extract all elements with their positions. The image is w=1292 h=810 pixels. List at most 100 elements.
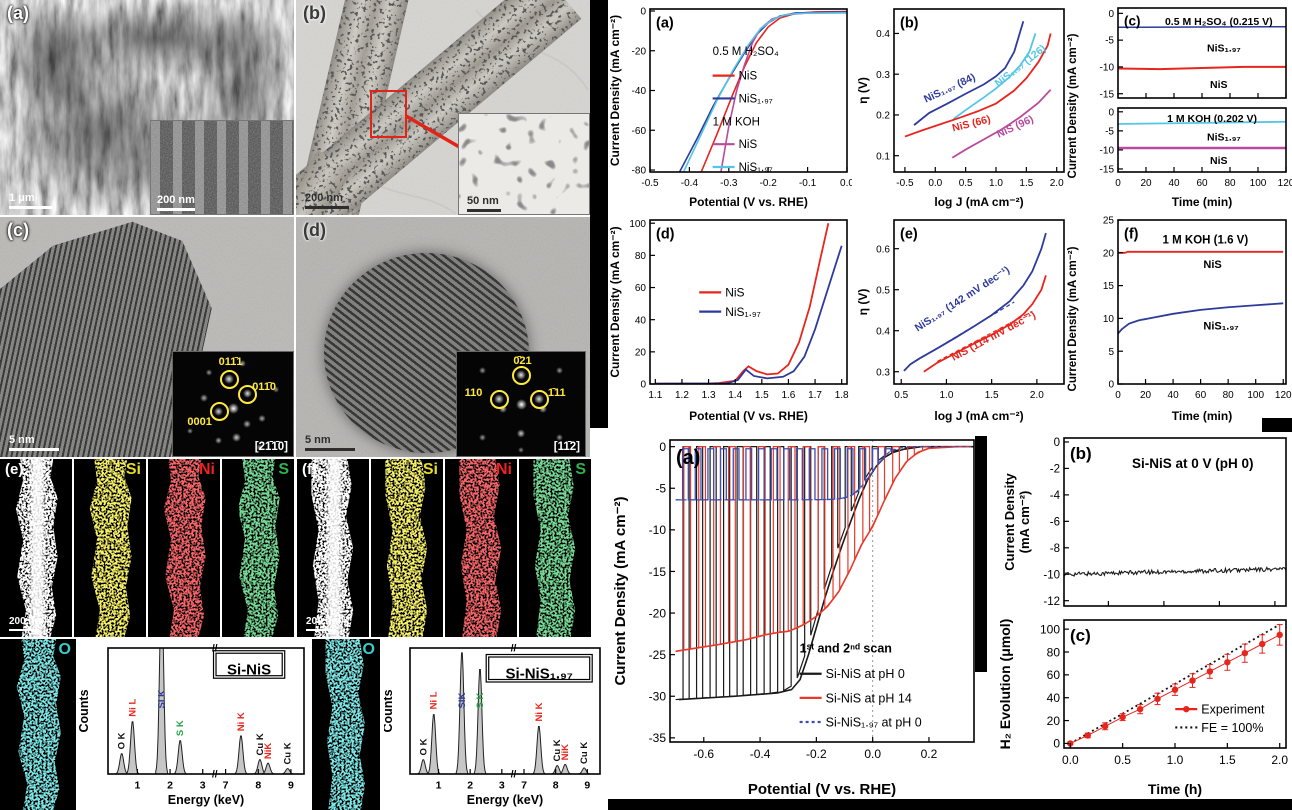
legend-header: 1 M KOH [713,116,760,128]
y-axis-label: Current Density [1002,472,1017,570]
diffraction-spot [498,405,508,414]
x-tick-label: 1.5 [1219,753,1236,767]
panel-d-scale-text: 5 nm [305,434,331,446]
chart-bot-b-series [1064,566,1286,577]
chart-bot-a: -0.6 -0.4 -0.2 0.0 0.2 0 -5 -10 -15 -20 -25 -30 -35 P… [612,432,980,800]
x-tick-label: 2.0 [1271,753,1288,767]
x-tick-label: 0.0 [1062,753,1079,767]
legend-label: NiS₁.₉₇ [725,305,761,319]
y-tick-label: -60 [632,126,647,137]
annotation: NiS₁.₉₇ [1203,320,1238,332]
x-tick-label: -0.5 [641,178,659,189]
fft-inset-c: 011̄1 011̄0 0001 [21̄1̄0] [172,351,294,457]
x-axis-label: Time (min) [1172,195,1232,209]
y-tick-label: 0.3 [876,367,890,378]
legend-label: NiS₁.₉₇ [739,162,773,174]
scale-text: 200 nm [9,616,44,627]
sem-panel-a: (a) 1 μm 200 nm [0,0,294,215]
y-tick-label: 0.3 [876,70,890,81]
peak-label: O K [117,732,128,749]
panel-b-scalebar: 200 nm [305,192,349,209]
annotation: 1 M KOH (0.202 V) [1167,113,1257,125]
miller-index-label: 0̄21 [513,355,532,368]
x-tick-label: 3 [200,780,206,792]
peak-label: Ni K [534,702,545,721]
x-axis-label: Potential (V vs. RHE) [689,409,808,423]
panel-letter: (b) [1070,444,1092,463]
zone-axis-label: [11̄2] [553,441,580,453]
y-tick-label: 0.4 [876,29,890,40]
y-tick-label: 60 [1047,668,1061,682]
series-NiS (96) [951,89,1052,159]
y-tick-label: 0.2 [876,111,890,122]
panel-c-scalebar: 5 nm [9,434,59,451]
x-tick-label: 1.5 [755,390,769,401]
diffraction-spot [556,433,563,441]
legend-label: Experiment [1201,703,1265,717]
x-tick-label: -0.4 [681,178,699,189]
chart-spec2-series [417,652,591,774]
y-tick-label: -12 [1043,596,1060,608]
chart-top-d-frame [649,219,848,385]
element-label-s: S [278,461,289,478]
y-tick-label: -20 [632,46,647,57]
series-NiS1.97 (142 mV/dec) [903,232,1047,372]
peak-label: Cu K [552,739,563,761]
y-axis-label: η (V) [856,289,870,316]
spot-circle [220,370,240,390]
x-tick-label: 120 [1275,390,1292,401]
x-tick-label: -0.5 [896,178,914,189]
float-axis-label-0: Current Density (mA cm⁻²) [1067,33,1079,179]
chart-top-c2: 0 20 40 60 80 100 120 0 -5 -10 -15 Time (min) 1 M KO… [1086,104,1292,212]
x-tick-label: 2 [467,780,473,792]
scalebar: 200 nm [306,616,340,631]
diffraction-spot [538,405,547,414]
y-axis-label: Current Density (mA cm⁻²) [612,496,629,685]
panel-letter: (d) [656,227,675,243]
x-tick-label: 60 [1196,178,1208,189]
y-tick-label: -30 [649,690,667,704]
series-NiS1.97 fit [909,301,1015,365]
series-NiS1.97 [655,245,843,384]
x-tick-label: 1.0 [989,178,1003,189]
eds-map-ni: Ni [148,459,220,637]
diffraction-spot [227,402,239,414]
legend-label: NiS [725,286,744,300]
tile-texture [89,459,132,637]
series-NiS1.97 [1118,26,1286,29]
x-tick-label: 1.5 [985,390,999,401]
tile-texture [385,459,428,637]
series-Si-NiS1.97 chopped [675,448,896,501]
chart-top-b: -0.5 0.0 0.5 1.0 1.5 2.0 0.1 0.2 0.3 0.4 log J (mA… [854,2,1070,212]
annotation: // [212,644,218,655]
panel-a-scalebar: 1 μm [9,192,53,209]
chart-top-e: 0.5 1.0 1.5 2.0 0.3 0.4 0.5 0.6 log J (mA cm⁻²) η… [854,214,1070,426]
legend-label: NiS₁.₉₇ [739,93,773,105]
x-tick-label: 7 [223,780,229,792]
miller-index-label: 011̄1 [218,356,243,369]
rod3-particles [296,150,353,215]
chart-top-e-series [903,232,1047,373]
chart-spec1-series [115,648,295,774]
zone-axis-label: [21̄1̄0] [254,441,288,453]
eds-map-s: S [519,459,591,637]
panel-letter: (b) [900,16,919,32]
x-tick-label: 1.6 [781,390,795,401]
annotation: NiS₁.₉₇ [1207,131,1241,143]
y-tick-label: 40 [635,315,647,326]
panel-letter: (a) [656,16,674,32]
y-tick-label: 0.1 [876,151,890,162]
x-tick-label: 1.0 [939,390,953,401]
x-tick-label: 20 [1140,178,1152,189]
peak-label: Ni L [429,691,440,709]
panel-b-scale-text: 200 nm [305,192,343,204]
miller-index-label: 110 [464,387,483,400]
chart-top-f-frame [1117,219,1287,385]
x-axis-label: Time (min) [1172,409,1232,423]
x-tick-label: 1.0 [1167,753,1184,767]
chart-top-b-series [904,20,1052,159]
x-axis-label: log J (mA cm⁻²) [934,409,1023,423]
diffraction-spot [205,369,213,377]
x-tick-label: 2.0 [1030,390,1044,401]
series-NiS1.97 1M KOH [682,12,847,172]
